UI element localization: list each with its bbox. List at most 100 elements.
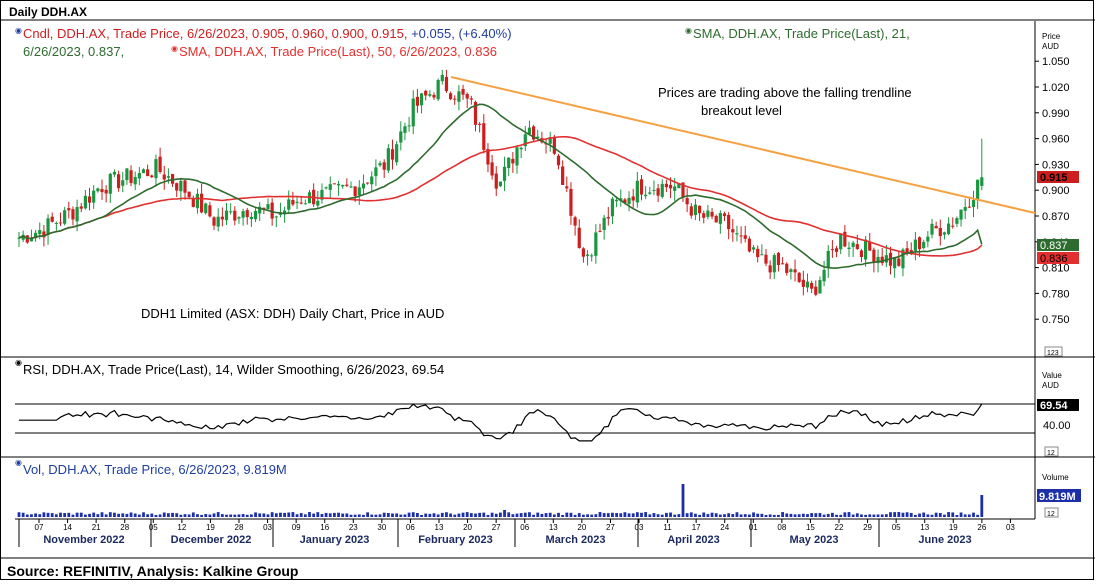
volume-bar — [669, 512, 672, 517]
volume-bar — [121, 513, 125, 517]
volume-bar — [594, 514, 598, 517]
volume-bar — [38, 514, 42, 517]
volume-bar — [872, 514, 876, 517]
volume-bar — [764, 514, 768, 517]
volume-zoom-box[interactable] — [1044, 507, 1059, 518]
candle-legend-icon: ◉ — [15, 26, 22, 35]
day-tick-label: 16 — [320, 523, 329, 532]
candle-body — [747, 238, 751, 252]
candle-body — [428, 94, 432, 96]
volume-bar — [183, 514, 187, 517]
volume-bar — [976, 514, 980, 517]
candle-body — [519, 147, 523, 150]
volume-bar — [25, 514, 29, 517]
candle-body — [527, 127, 532, 135]
candle-body — [411, 98, 415, 127]
volume-bar — [386, 513, 390, 517]
candle-body — [639, 179, 644, 195]
volume-bar — [793, 514, 797, 517]
candle-body — [403, 126, 407, 133]
price-zoom-label: 123 — [1047, 350, 1059, 357]
day-tick-label: 19 — [949, 523, 958, 532]
volume-bar — [299, 513, 303, 517]
volume-bar — [337, 512, 340, 517]
volume-bar — [611, 512, 614, 517]
volume-bar — [424, 513, 428, 517]
candle-body — [21, 234, 25, 240]
volume-bar — [735, 512, 739, 517]
volume-bar — [225, 514, 228, 517]
candle-body — [200, 193, 204, 213]
day-tick-labels: 07 14 21 28 05 12 19 28 03 09 16 23 30 06 13 20 27 06 13 20… — [35, 519, 1015, 532]
candle-body — [87, 196, 92, 203]
candle-body — [237, 217, 241, 219]
month-label: May 2023 — [790, 534, 839, 546]
volume-bar — [324, 512, 328, 517]
volume-zoom-label: 12 — [1047, 511, 1055, 518]
candle-body — [241, 211, 245, 218]
candle-body — [781, 263, 785, 265]
candle-body — [859, 250, 864, 257]
candle-body — [440, 74, 444, 82]
candle-body — [548, 137, 552, 144]
candle-body — [457, 91, 461, 102]
day-tick-label: 09 — [292, 523, 301, 532]
candle-body — [673, 186, 677, 191]
volume-bar — [490, 512, 494, 517]
volume-bar — [909, 512, 913, 517]
candle-body — [469, 98, 473, 100]
volume-bar — [353, 514, 357, 517]
volume-axis-header: Volume — [1042, 473, 1069, 482]
volume-bar — [482, 512, 486, 517]
volume-bar — [569, 512, 573, 517]
day-tick-label: 11 — [663, 523, 672, 532]
volume-bar — [623, 512, 627, 517]
volume-bar — [777, 514, 780, 517]
time-axis: 07 14 21 28 05 12 19 28 03 09 16 23 30 06 13 20 27 06 13 20… — [15, 518, 1035, 547]
candle-body — [677, 184, 681, 189]
candle-body — [947, 223, 951, 235]
volume-bar — [96, 514, 100, 517]
volume-bar — [79, 512, 83, 517]
candle-body — [208, 205, 212, 217]
candle-body — [100, 189, 104, 193]
rsi-zoom-box[interactable] — [1044, 446, 1059, 457]
candle-body — [760, 254, 764, 256]
volume-bar — [685, 513, 689, 517]
volume-bar — [469, 513, 473, 517]
candles-group — [17, 69, 984, 297]
price-zoom-box[interactable] — [1044, 346, 1063, 357]
candle-body — [353, 186, 357, 197]
candle-body — [656, 188, 660, 196]
volume-bar — [374, 514, 378, 517]
volume-bar — [922, 512, 926, 517]
candle-body — [291, 200, 295, 205]
candle-body — [112, 171, 117, 175]
volume-bar — [706, 514, 710, 517]
candle-body — [913, 239, 917, 251]
candle-body — [594, 232, 598, 256]
day-tick-label: 08 — [777, 523, 786, 532]
candle-body — [789, 269, 793, 272]
candle-body — [125, 168, 129, 181]
rsi-axis-header-1: Value — [1042, 371, 1062, 380]
candle-body — [698, 205, 702, 214]
candle-body — [561, 166, 565, 185]
volume-bar — [499, 512, 502, 517]
candle-body — [224, 210, 229, 221]
volume-bar — [50, 513, 54, 517]
volume-bar — [963, 514, 967, 517]
volume-bar — [146, 514, 150, 517]
volume-bar — [30, 514, 33, 517]
volume-bar — [926, 514, 930, 517]
candle-body — [710, 211, 714, 217]
sma50-tag — [1037, 252, 1079, 264]
volume-bar — [665, 512, 668, 517]
candle-body — [415, 96, 419, 106]
candle-body — [220, 216, 224, 220]
day-tick-label: 03 — [1006, 523, 1015, 532]
volume-bars — [17, 484, 984, 517]
volume-bar — [660, 514, 664, 517]
candle-body — [419, 93, 424, 106]
